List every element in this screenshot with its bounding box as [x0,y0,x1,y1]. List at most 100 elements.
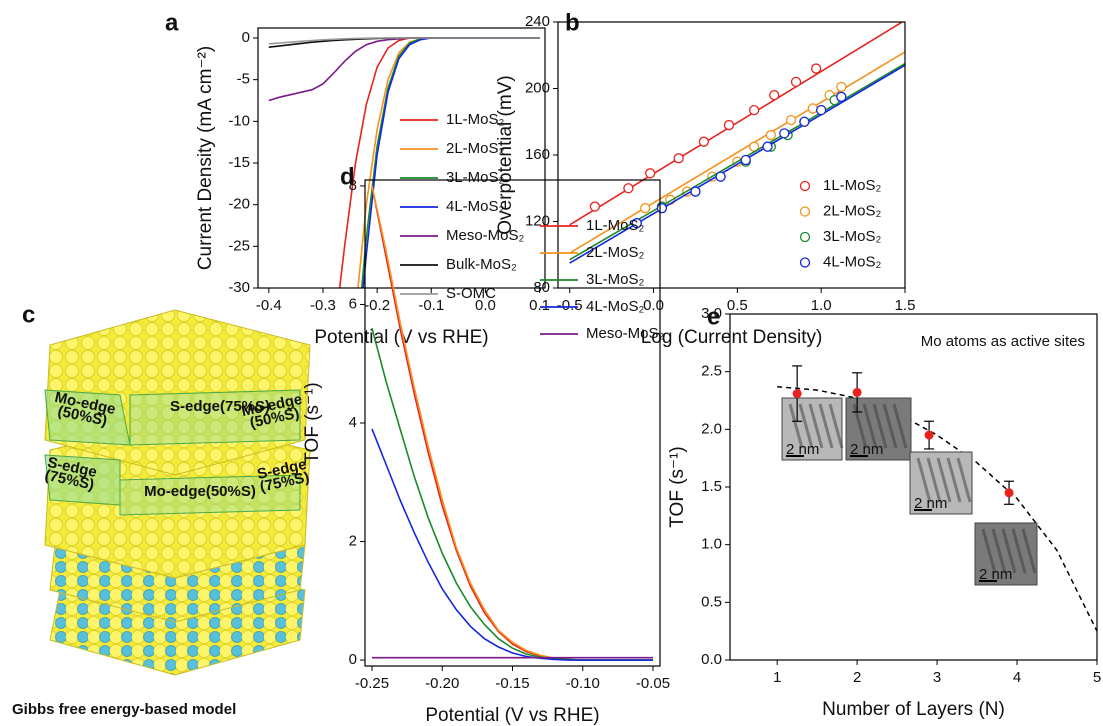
x-tick-label: 0.0 [475,297,496,314]
y-tick-label: 1.5 [701,478,722,495]
plot-area [268,37,540,288]
x-tick-label: -0.05 [636,675,670,692]
data-point [836,81,847,92]
data-point [762,141,773,152]
edge-label: Mo-edge(50%S) [144,483,256,500]
legend-label: 3L-MoS₂ [446,169,505,186]
trend-curve [777,385,1097,632]
legend-swatch [799,231,811,243]
x-axis-label: Number of Layers (N) [822,699,1005,720]
data-point [785,114,797,126]
legend-label: 2L-MoS₂ [823,202,882,219]
x-tick-label: -0.20 [425,675,459,692]
x-axis-label: Log (Current Density) [641,327,823,348]
chart: e 1 2 3 4 5 0.0 0.5 1.0 1.5 2.0 2.5 3.0 Number of Lay… [667,303,1101,720]
x-tick-label: -0.3 [310,297,336,314]
plot-frame [729,313,1098,661]
y-tick-label: 2 [349,533,357,550]
x-tick-label: -0.15 [495,675,529,692]
x-axis-label: Potential (V vs RHE) [425,705,599,726]
data-point [715,171,726,182]
data-point [740,154,751,166]
y-tick-label: 240 [525,13,550,30]
data-point [790,76,802,87]
y-tick-label: 2.0 [701,420,722,437]
fit-line [569,22,904,226]
lattice-fringe [916,457,932,503]
lattice-fringe [991,528,1007,574]
caption: Gibbs free energy-based model [12,701,236,718]
legend-label: 4L-MoS₂ [586,298,645,315]
data-point [769,90,780,101]
x-tick-label: 3 [933,669,941,686]
panel-label: d [340,163,355,190]
lattice-fringe [818,403,834,449]
lattice-fringe [956,457,972,503]
lattice-fringe [946,457,962,503]
legend-label: 1L-MoS₂ [586,217,645,234]
y-axis-label: Current Density (mA cm⁻²) [195,46,216,270]
x-tick-label: 0.5 [727,297,748,314]
data-point [631,218,642,229]
y-tick-label: -15 [228,154,250,171]
data-point [811,63,822,74]
data-point [852,387,862,397]
legend-label: 2L-MoS₂ [446,140,505,157]
legend-swatch [799,257,811,268]
lattice-fringe [882,403,898,449]
legend-label: 4L-MoS₂ [446,198,505,215]
legend-label: 3L-MoS₂ [823,228,882,245]
y-tick-label: -25 [228,237,250,254]
data-point [748,104,760,116]
legend-label: 2L-MoS₂ [586,244,645,261]
y-tick-label: 0 [242,29,250,46]
data-point [816,104,827,116]
lattice-fringe [798,403,814,449]
x-tick-label: -0.5 [557,297,583,314]
lattice-fringe [872,403,888,449]
data-point [765,129,777,141]
x-tick-label: 0.0 [643,297,664,314]
panel-label: c [22,301,35,328]
x-tick-label: 4 [1013,669,1021,686]
series-line [371,327,653,661]
x-tick-label: 1.5 [895,297,916,314]
chart: b -0.5 0.0 0.5 1.0 1.5 80 120 160 200 240 Log (Curr… [495,9,915,348]
lattice-fringe [1001,528,1017,574]
plot-area [569,22,905,264]
lattice-fringe [862,403,878,449]
lattice-fringe [808,403,824,449]
y-axis-label: TOF (s⁻¹) [667,446,688,527]
fit-line [569,62,905,261]
data-point [673,153,684,164]
data-point [779,128,790,139]
data-point [792,389,802,399]
x-tick-label: 1 [773,669,781,686]
plot-frame [257,27,546,289]
y-tick-label: 0.0 [701,651,722,668]
data-point [589,201,601,212]
data-point [623,183,634,194]
edge-label: S-edge(75%S) [170,398,270,415]
lattice-fringe [981,528,997,574]
y-tick-label: -20 [228,196,250,213]
panel-label: a [165,9,179,36]
x-tick-label: -0.25 [355,675,389,692]
legend-label: S-OMC [446,285,496,302]
y-tick-label: -5 [237,71,250,88]
y-tick-label: -10 [228,112,250,129]
panel-label: b [565,9,580,36]
y-tick-label: 1.0 [701,536,722,553]
scale-label: 2 nm [786,441,819,458]
data-point [799,116,810,127]
legend-label: Meso-MoS₂ [446,227,525,244]
scale-label: 2 nm [914,495,947,512]
lattice-fringe [1011,528,1027,574]
annotation: Mo atoms as active sites [921,333,1085,350]
fit-line [569,51,905,254]
series-line [268,37,540,45]
data-point [656,203,668,214]
scale-label: 2 nm [979,566,1012,583]
y-tick-label: 8 [349,177,357,194]
